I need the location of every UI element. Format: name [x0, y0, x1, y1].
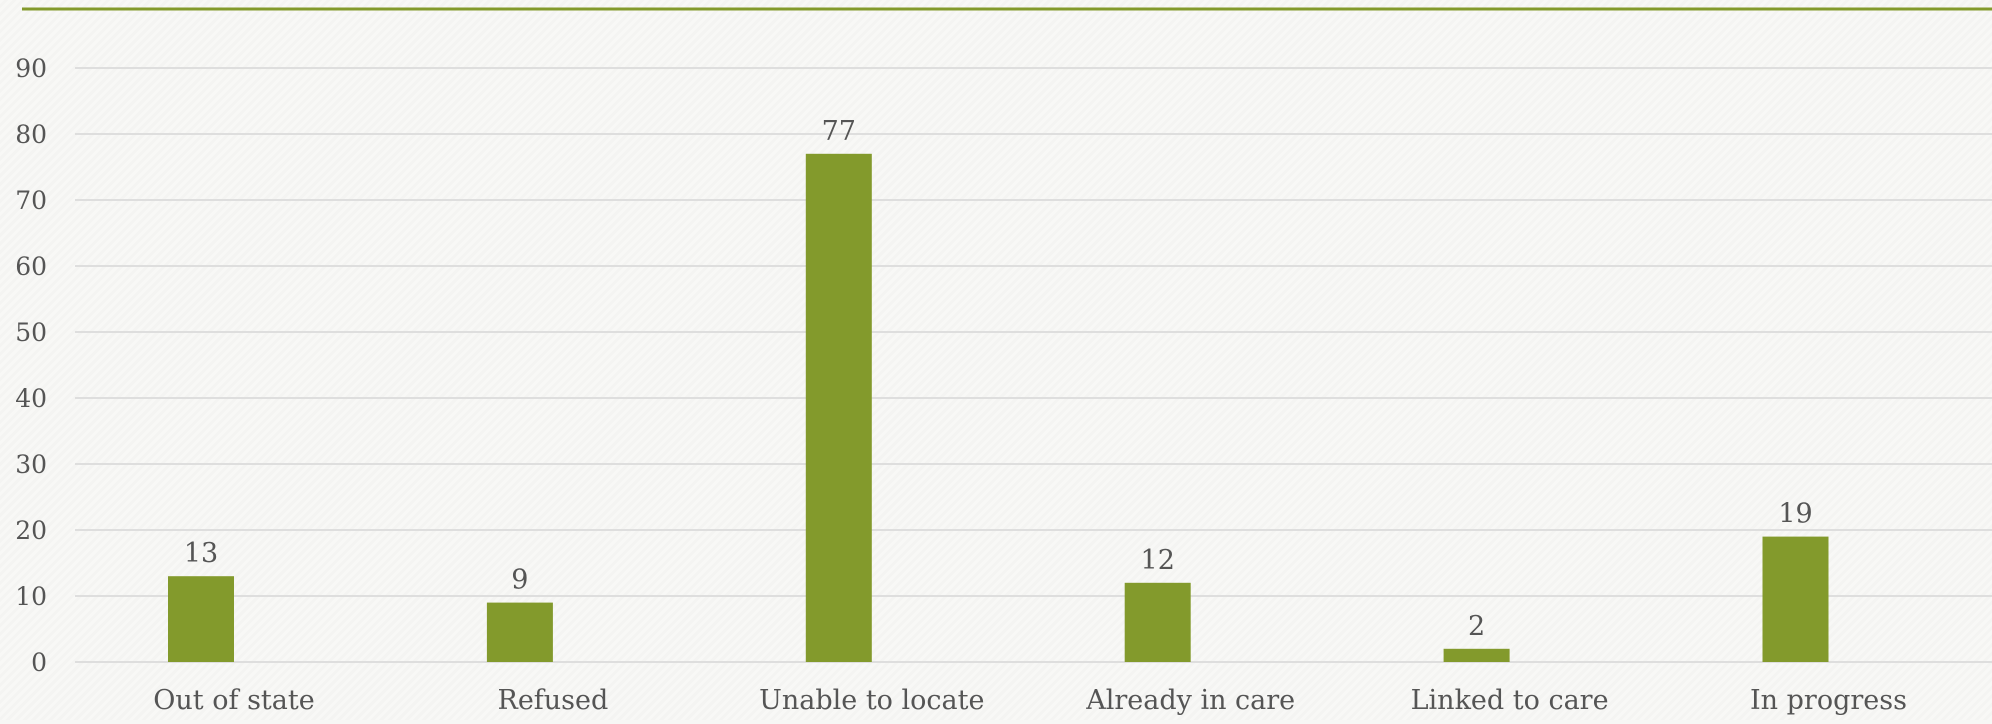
bar-out-of-state — [168, 576, 234, 662]
x-axis-categories: Out of state Refused Unable to locate Alrea… — [153, 685, 1907, 716]
y-tick-label: 70 — [15, 186, 47, 215]
y-tick-label: 40 — [15, 384, 47, 413]
y-tick-label: 10 — [15, 582, 47, 611]
y-tick-label: 20 — [15, 516, 47, 545]
data-labels: 13 9 77 12 2 19 — [184, 116, 1813, 642]
bar-in-progress — [1762, 536, 1829, 662]
x-category-label: Out of state — [153, 685, 314, 716]
bar-refused — [486, 602, 553, 662]
x-category-label: Unable to locate — [759, 685, 984, 716]
bar-already-in-care — [1124, 582, 1191, 662]
bar-linked-to-care — [1443, 648, 1510, 662]
y-tick-label: 0 — [31, 648, 47, 677]
data-label: 12 — [1141, 545, 1175, 576]
data-label: 2 — [1468, 611, 1485, 642]
bars — [168, 153, 1829, 663]
data-label: 19 — [1778, 499, 1812, 530]
data-label: 77 — [822, 116, 856, 147]
data-label: 9 — [511, 565, 528, 596]
x-category-label: In progress — [1750, 685, 1907, 716]
x-category-label: Refused — [497, 685, 608, 716]
y-tick-label: 80 — [15, 120, 47, 149]
y-tick-label: 60 — [15, 252, 47, 281]
x-category-label: Linked to care — [1411, 685, 1609, 716]
data-label: 13 — [184, 538, 218, 569]
x-category-label: Already in care — [1085, 685, 1295, 716]
grid-lines — [75, 67, 1992, 663]
bar-unable-to-locate — [805, 153, 872, 663]
y-axis-ticks: 0 10 20 30 40 50 60 70 80 90 — [15, 54, 47, 677]
y-tick-label: 30 — [15, 450, 47, 479]
y-tick-label: 50 — [15, 318, 47, 347]
y-tick-label: 90 — [15, 54, 47, 83]
